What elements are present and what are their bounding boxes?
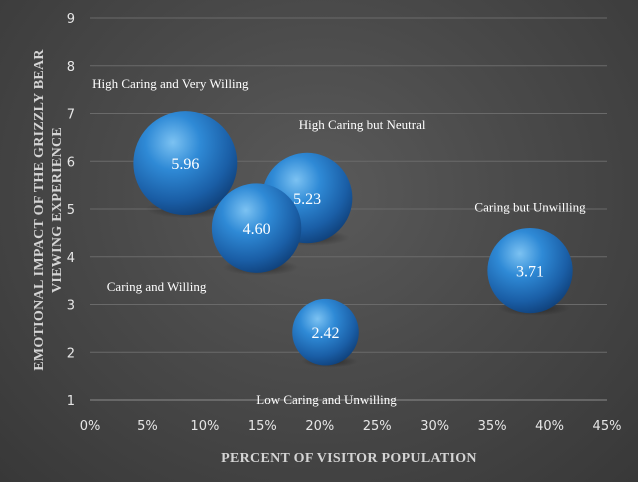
bubble-circle — [487, 227, 573, 314]
y-tick-label: 7 — [67, 108, 75, 123]
bubble-category-label: Caring but Unwilling — [474, 200, 586, 215]
x-tick-label: 40% — [535, 419, 564, 434]
x-tick-label: 25% — [363, 419, 392, 434]
bubble: 3.71 — [487, 227, 573, 316]
y-tick-label: 1 — [67, 394, 75, 409]
x-tick-label: 10% — [190, 419, 219, 434]
bubble-category-label: High Caring and Very Willing — [92, 76, 249, 91]
bubble: 4.60 — [211, 183, 302, 276]
y-tick-label: 8 — [67, 60, 75, 75]
bubble-category-label: Low Caring and Unwilling — [256, 392, 397, 407]
x-axis-title: PERCENT OF VISITOR POPULATION — [221, 451, 477, 466]
y-axis-title-line-1: EMOTIONAL IMPACT OF THE GRIZZLY BEAR — [32, 49, 47, 371]
x-tick-label: 45% — [593, 419, 622, 434]
y-tick-label: 4 — [67, 251, 75, 266]
bubble-value: 5.23 — [293, 191, 321, 208]
bubble: 5.96 — [133, 111, 238, 219]
bubbles: 5.96 5.23 4.60 3.71 2.42 — [133, 111, 573, 368]
bubble: 2.42 — [292, 298, 359, 368]
y-tick-label: 2 — [67, 346, 75, 361]
x-tick-label: 20% — [305, 419, 334, 434]
bubble-value: 4.60 — [243, 221, 271, 238]
y-tick-label: 9 — [67, 12, 75, 27]
bubble-value: 3.71 — [516, 264, 544, 281]
bubble-category-label: Caring and Willing — [107, 279, 207, 294]
y-tick-label: 6 — [67, 155, 75, 170]
y-tick-label: 3 — [67, 299, 75, 314]
y-axis-title-line-2: VIEWING EXPERIENCE — [50, 127, 65, 293]
bubble-category-label: High Caring but Neutral — [299, 117, 426, 132]
bubble-labels: High Caring and Very Willing High Caring … — [92, 76, 586, 407]
bubble-value: 5.96 — [171, 156, 199, 173]
x-tick-label: 5% — [137, 419, 158, 434]
x-tick-label: 30% — [420, 419, 449, 434]
y-tick-label: 5 — [67, 203, 75, 218]
x-tick-label: 0% — [80, 419, 101, 434]
bubble-value: 2.42 — [312, 325, 340, 342]
x-tick-label: 35% — [478, 419, 507, 434]
bubble-circle — [292, 298, 359, 366]
y-axis-title: EMOTIONAL IMPACT OF THE GRIZZLY BEAR VIE… — [32, 49, 65, 371]
bubble-circle — [133, 111, 238, 216]
bubble-circle — [211, 183, 302, 273]
x-tick-label: 15% — [248, 419, 277, 434]
axes: 1 2 3 4 5 6 7 8 9 0% 5% 10% 15% 20% 25% 30% 35% 40% 45% — [67, 12, 622, 434]
